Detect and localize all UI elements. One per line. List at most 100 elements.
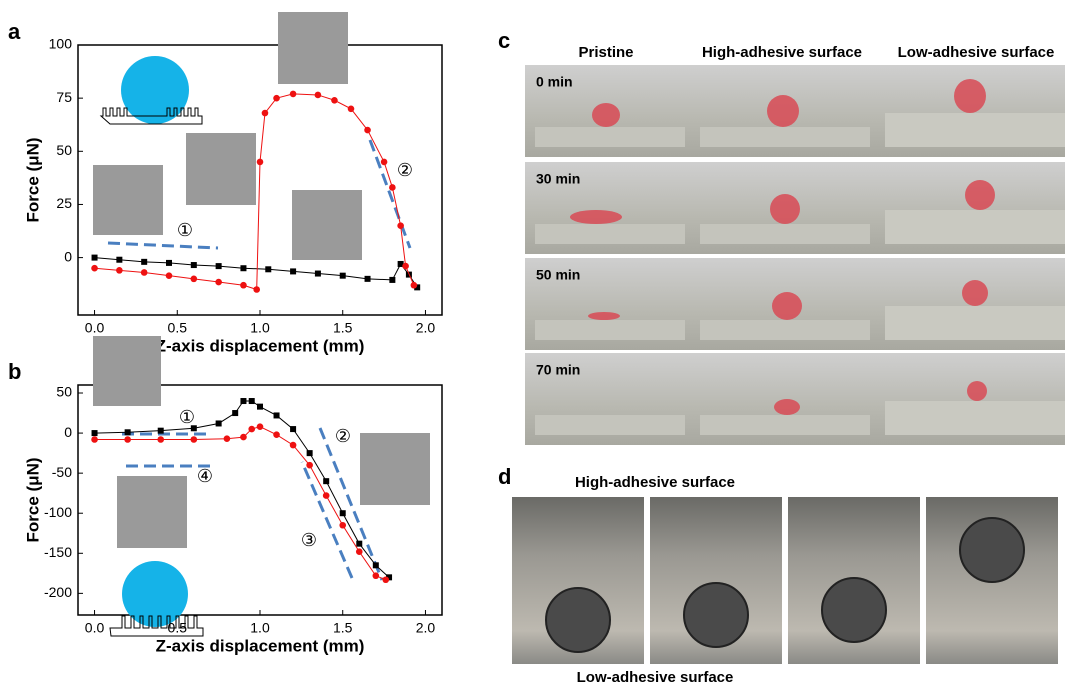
data-point bbox=[116, 267, 123, 274]
photo bbox=[650, 497, 782, 664]
photo-inset bbox=[93, 336, 161, 406]
data-point bbox=[224, 435, 231, 442]
photo: 30 min bbox=[525, 162, 1065, 254]
data-point bbox=[124, 436, 131, 443]
panel-label: c bbox=[498, 28, 510, 53]
data-point bbox=[191, 276, 198, 283]
column-header: Low-adhesive surface bbox=[898, 44, 1055, 61]
data-point bbox=[365, 276, 371, 282]
y-tick-label: 50 bbox=[56, 142, 72, 158]
substrate bbox=[535, 320, 685, 340]
droplet bbox=[822, 578, 886, 642]
panel-label: b bbox=[8, 359, 21, 384]
data-point bbox=[356, 541, 362, 547]
substrate bbox=[535, 415, 685, 435]
data-point bbox=[157, 436, 164, 443]
caption: Low-adhesive surface bbox=[577, 669, 734, 686]
schematic-droplet bbox=[122, 561, 188, 627]
data-point bbox=[216, 263, 222, 269]
y-tick-label: -200 bbox=[44, 584, 72, 600]
substrate bbox=[885, 306, 1065, 340]
data-point bbox=[290, 442, 297, 449]
data-point bbox=[389, 184, 396, 191]
data-point bbox=[240, 265, 246, 271]
data-point bbox=[306, 462, 313, 469]
annotation: ② bbox=[397, 160, 413, 180]
data-point bbox=[141, 259, 147, 265]
photo-inset bbox=[278, 12, 348, 84]
substrate bbox=[700, 224, 870, 244]
x-tick-label: 0.5 bbox=[168, 320, 188, 336]
y-tick-label: 50 bbox=[56, 384, 72, 400]
data-point bbox=[265, 266, 271, 272]
time-label: 0 min bbox=[536, 74, 573, 90]
data-point bbox=[240, 282, 247, 289]
x-axis-label: Z-axis displacement (mm) bbox=[156, 336, 365, 355]
data-point bbox=[273, 431, 280, 438]
photo-inset bbox=[360, 433, 430, 505]
annotation: ① bbox=[179, 407, 195, 427]
data-point bbox=[290, 91, 297, 98]
substrate bbox=[885, 113, 1065, 147]
data-point bbox=[331, 97, 338, 104]
droplet bbox=[965, 180, 995, 210]
x-tick-label: 1.5 bbox=[333, 320, 353, 336]
substrate bbox=[535, 224, 685, 244]
annotation: ④ bbox=[197, 466, 213, 486]
data-point bbox=[91, 436, 98, 443]
y-axis-label: Force (μN) bbox=[23, 137, 42, 222]
droplet bbox=[967, 381, 987, 401]
data-point bbox=[191, 436, 198, 443]
column-header: Pristine bbox=[578, 44, 633, 61]
data-point bbox=[92, 255, 98, 261]
data-point bbox=[262, 110, 269, 117]
droplet bbox=[570, 210, 622, 224]
data-point bbox=[257, 159, 264, 166]
data-point bbox=[356, 548, 363, 555]
photo bbox=[788, 497, 920, 664]
data-point bbox=[216, 420, 222, 426]
panel-c: c Pristine High-adhesive surface Low-adh… bbox=[498, 28, 1065, 445]
data-point bbox=[315, 271, 321, 277]
substrate bbox=[885, 210, 1065, 244]
data-point bbox=[273, 95, 280, 102]
data-point bbox=[402, 263, 409, 270]
y-tick-label: -50 bbox=[52, 464, 72, 480]
photo-inset bbox=[186, 133, 256, 205]
y-tick-label: -150 bbox=[44, 544, 72, 560]
annotation: ② bbox=[335, 426, 351, 446]
droplet bbox=[767, 95, 799, 127]
data-point bbox=[373, 562, 379, 568]
substrate bbox=[700, 127, 870, 147]
data-point bbox=[116, 257, 122, 263]
photo: 50 min bbox=[525, 258, 1065, 350]
annotation: ① bbox=[177, 220, 193, 240]
data-point bbox=[249, 398, 255, 404]
data-point bbox=[125, 429, 131, 435]
y-tick-label: 75 bbox=[56, 89, 72, 105]
data-point bbox=[389, 277, 395, 283]
caption: High-adhesive surface bbox=[575, 474, 735, 491]
data-point bbox=[290, 268, 296, 274]
photo-inset bbox=[292, 190, 362, 260]
data-point bbox=[253, 286, 260, 293]
droplet bbox=[962, 280, 988, 306]
panel-label: a bbox=[8, 19, 21, 44]
schematic-droplet bbox=[121, 56, 189, 124]
arrow bbox=[108, 243, 218, 248]
x-axis-label: Z-axis displacement (mm) bbox=[156, 636, 365, 655]
droplet bbox=[774, 399, 800, 415]
droplet bbox=[954, 79, 986, 113]
y-tick-label: -100 bbox=[44, 504, 72, 520]
data-point bbox=[315, 92, 322, 99]
data-point bbox=[191, 425, 197, 431]
droplet bbox=[960, 518, 1024, 582]
photo: 70 min bbox=[525, 353, 1065, 445]
data-point bbox=[307, 450, 313, 456]
data-point bbox=[248, 426, 255, 433]
droplet bbox=[592, 103, 620, 127]
figure: 0.00.51.01.52.00255075100Z-axis displace… bbox=[0, 0, 1069, 692]
y-tick-label: 0 bbox=[64, 424, 72, 440]
